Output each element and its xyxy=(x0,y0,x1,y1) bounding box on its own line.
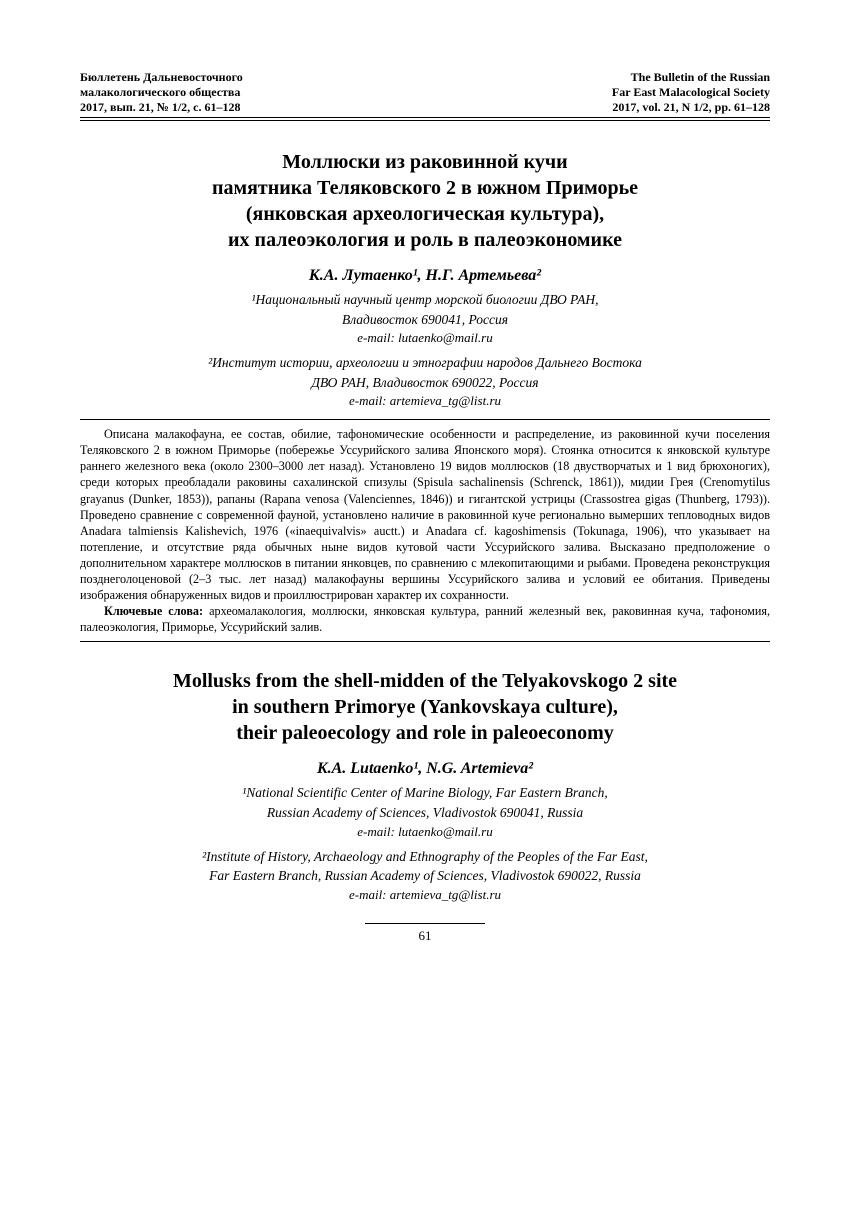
abstract-body: Описана малакофауна, ее состав, обилие, … xyxy=(80,426,770,603)
journal-name-ru-2: малакологического общества xyxy=(80,85,243,100)
keywords-label: Ключевые слова: xyxy=(104,604,203,618)
authors-ru: К.А. Лутаенко¹, Н.Г. Артемьева² xyxy=(80,267,770,285)
email-1-en: e-mail: lutaenko@mail.ru xyxy=(80,824,770,840)
journal-header-left: Бюллетень Дальневосточного малакологичес… xyxy=(80,70,243,115)
journal-issue-ru: 2017, вып. 21, № 1/2, с. 61–128 xyxy=(80,100,243,115)
journal-header: Бюллетень Дальневосточного малакологичес… xyxy=(80,70,770,118)
article-title-en: Mollusks from the shell-midden of the Te… xyxy=(80,668,770,746)
journal-issue-en: 2017, vol. 21, N 1/2, pp. 61–128 xyxy=(612,100,770,115)
journal-header-right: The Bulletin of the Russian Far East Mal… xyxy=(612,70,770,115)
affiliation-1-ru-line2: Владивосток 690041, Россия xyxy=(80,311,770,329)
title-ru-line2: памятника Теляковского 2 в южном Приморь… xyxy=(80,175,770,201)
article-title-ru: Моллюски из раковинной кучи памятника Те… xyxy=(80,149,770,253)
page-number-separator xyxy=(365,923,485,924)
journal-name-ru-1: Бюллетень Дальневосточного xyxy=(80,70,243,85)
affiliation-1-en-line2: Russian Academy of Sciences, Vladivostok… xyxy=(80,804,770,822)
title-en-line1: Mollusks from the shell-midden of the Te… xyxy=(80,668,770,694)
affiliation-2-ru-line1: ²Институт истории, археологии и этнограф… xyxy=(80,354,770,372)
affiliation-2-en-line1: ²Institute of History, Archaeology and E… xyxy=(80,848,770,866)
title-ru-line3: (янковская археологическая культура), xyxy=(80,201,770,227)
affiliation-1-en-line1: ¹National Scientific Center of Marine Bi… xyxy=(80,784,770,802)
document-page: Бюллетень Дальневосточного малакологичес… xyxy=(0,0,850,1214)
abstract-block: Описана малакофауна, ее состав, обилие, … xyxy=(80,419,770,642)
authors-en: K.A. Lutaenko¹, N.G. Artemieva² xyxy=(80,760,770,778)
title-en-line2: in southern Primorye (Yankovskaya cultur… xyxy=(80,694,770,720)
title-ru-line4: их палеоэкология и роль в палеоэкономике xyxy=(80,227,770,253)
email-1-ru: e-mail: lutaenko@mail.ru xyxy=(80,330,770,346)
header-divider xyxy=(80,120,770,121)
affiliation-1-ru-line1: ¹Национальный научный центр морской биол… xyxy=(80,291,770,309)
affiliation-2-ru-line2: ДВО РАН, Владивосток 690022, Россия xyxy=(80,374,770,392)
title-en-line3: their paleoecology and role in paleoecon… xyxy=(80,720,770,746)
email-2-ru: e-mail: artemieva_tg@list.ru xyxy=(80,393,770,409)
journal-name-en-1: The Bulletin of the Russian xyxy=(612,70,770,85)
title-ru-line1: Моллюски из раковинной кучи xyxy=(80,149,770,175)
affiliation-2-en-line2: Far Eastern Branch, Russian Academy of S… xyxy=(80,867,770,885)
keywords-line: Ключевые слова: археомалакология, моллюс… xyxy=(80,603,770,635)
page-number: 61 xyxy=(80,928,770,944)
journal-name-en-2: Far East Malacological Society xyxy=(612,85,770,100)
email-2-en: e-mail: artemieva_tg@list.ru xyxy=(80,887,770,903)
